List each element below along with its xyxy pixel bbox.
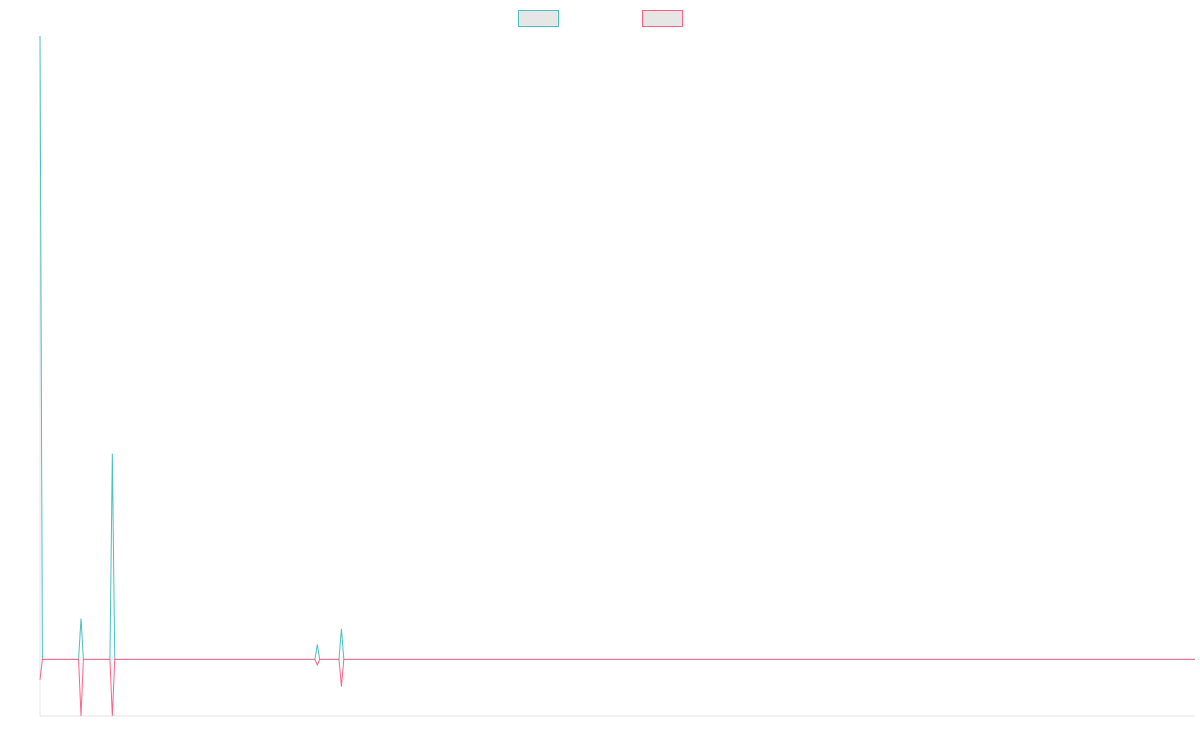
series-layer (39, 35, 1195, 717)
series-line-1 (39, 35, 1195, 660)
legend-item-1[interactable] (518, 10, 559, 27)
legend-item-2[interactable] (642, 10, 683, 27)
plot-area (39, 35, 1195, 717)
legend-swatch-2[interactable] (642, 10, 683, 27)
series-line-2 (39, 658, 1195, 717)
chart-legend[interactable] (518, 10, 683, 27)
legend-swatch-1[interactable] (518, 10, 559, 27)
